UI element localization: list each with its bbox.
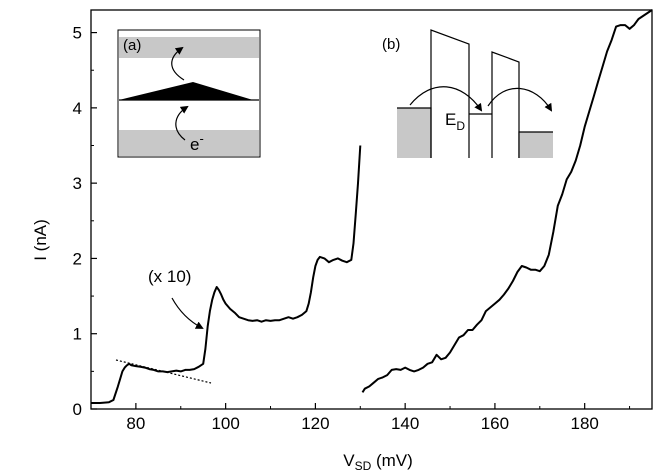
x-tick-label-1: 100 [211,414,239,433]
plot-frame [90,9,653,410]
y-tick-label-1: 1 [73,325,82,344]
inset-b-arrow-right [487,87,553,112]
data-series [91,9,653,404]
scale-annotation-arrow [171,297,204,329]
inset-b-right-lead [519,132,553,158]
inset-b-right-lead-edge [518,131,553,158]
inset-b-label: (b) [382,36,400,53]
inset-a: (a) e- [117,29,261,158]
y-tick-label-2: 2 [73,249,82,268]
y-axis-ticks: 0 1 2 3 4 5 [73,24,97,419]
inset-b-left-barrier [430,29,470,158]
x-axis-label: VSD (mV) [343,451,413,473]
inset-a-label: (a) [123,37,141,54]
y-tick-label-5: 5 [73,24,82,43]
inset-a-bottom-band [119,130,259,156]
inset-a-triangle [119,82,253,100]
x-tick-label-4: 160 [481,414,509,433]
inset-a-arrow-up [171,46,185,81]
inset-b-right-barrier [491,51,520,158]
series-line-1 [361,9,653,393]
y-tick-label-0: 0 [73,400,82,419]
series-line-0 [91,145,362,404]
y-tick-label-3: 3 [73,174,82,193]
x-tick-label-2: 120 [301,414,329,433]
inset-a-electron-label: e- [190,131,204,154]
x-tick-label-5: 180 [570,414,598,433]
inset-b-arrow-left [409,86,483,112]
scale-annotation: (x 10) [148,267,191,286]
inset-b: (b) ED [382,29,553,158]
x-tick-label-0: 80 [126,414,145,433]
inset-a-top-band [119,37,259,58]
x-axis-ticks: 80 100 120 140 160 180 [90,403,631,433]
x-tick-label-3: 140 [391,414,419,433]
inset-a-arrow-electron [175,105,189,141]
dotted-fit-line [115,359,212,384]
y-tick-label-4: 4 [73,99,82,118]
inset-b-level-label: ED [445,110,465,133]
inset-b-left-lead [397,108,431,158]
y-axis-label: I (nA) [31,219,50,261]
